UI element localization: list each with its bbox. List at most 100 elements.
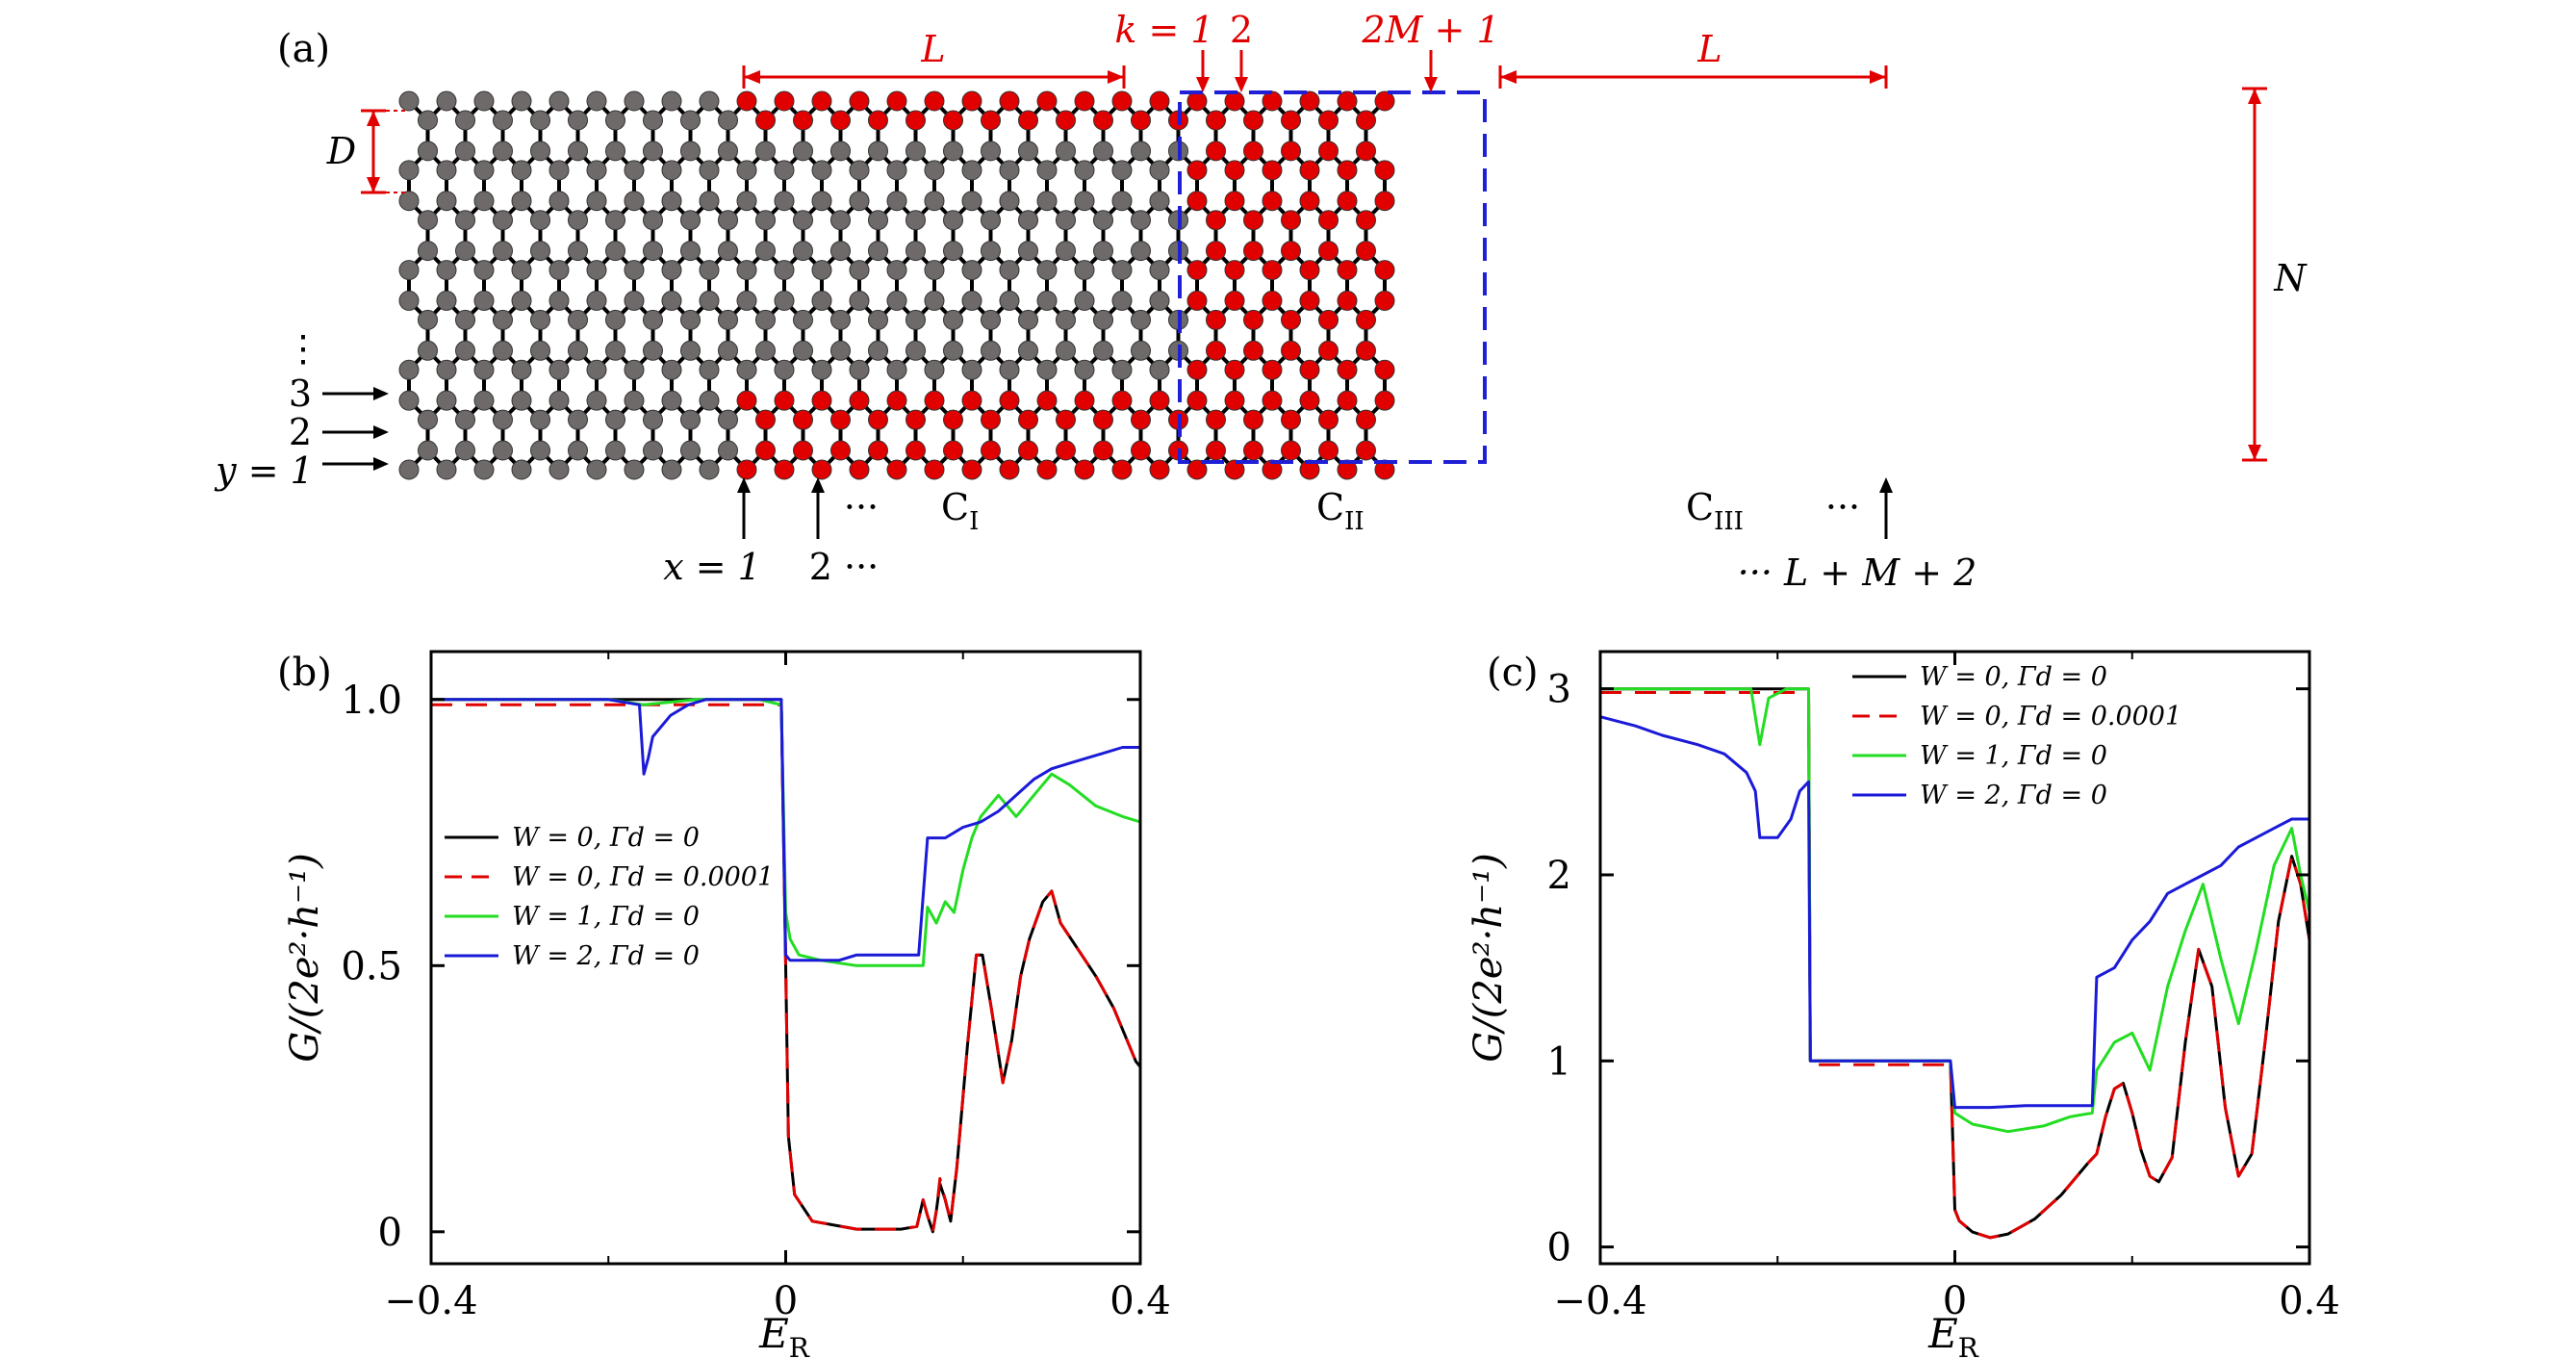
lattice-atom: [943, 309, 963, 330]
lattice-atom: [643, 440, 663, 461]
lattice-atom: [680, 210, 701, 231]
series-line-2: [1600, 687, 2311, 1134]
lattice-atom: [548, 359, 570, 380]
panel-b-ticks: −0.4 0 0.4 0 0.5 1.0: [341, 652, 1171, 1323]
lattice-atom: [493, 110, 513, 131]
lattice-atom: [1036, 90, 1058, 112]
lattice-atom: [624, 390, 645, 411]
lattice-atom: [1356, 141, 1376, 162]
lattice-atom: [455, 409, 475, 430]
legend-label-0: W = 0, Γd = 0: [512, 823, 700, 853]
lattice-atom: [699, 459, 720, 480]
lattice-atom: [436, 459, 457, 480]
lattice-atom: [1036, 160, 1058, 181]
lattice-atom: [1131, 309, 1151, 330]
lattice-atom: [1337, 160, 1358, 181]
lattice-atom: [1299, 90, 1320, 112]
lattice-atom: [1149, 260, 1170, 281]
label-x-dots: ···: [844, 486, 879, 528]
lattice-atom: [661, 260, 682, 281]
lattice-atom: [1056, 210, 1076, 231]
lattice-atom: [1131, 241, 1151, 262]
lattice-atom: [568, 409, 588, 430]
lattice-atom: [961, 290, 982, 311]
lattice-atom: [849, 90, 870, 112]
lattice-atom: [736, 160, 757, 181]
central-region-box: [1178, 90, 1487, 464]
lattice-atom: [849, 459, 870, 480]
region-label-CII: CII: [1316, 486, 1365, 536]
lattice-atom: [1093, 409, 1113, 430]
lattice-atom: [436, 160, 457, 181]
lattice-atom: [943, 210, 963, 231]
lattice-atom: [793, 141, 813, 162]
lattice-atom: [1243, 141, 1263, 162]
y-tick-label: 0.5: [341, 944, 402, 988]
lattice-atom: [624, 90, 645, 112]
lattice-atom: [1131, 210, 1151, 231]
lattice-atom: [568, 309, 588, 330]
lattice-atom: [586, 290, 607, 311]
lattice-atom: [1186, 160, 1208, 181]
lattice-atom: [793, 309, 813, 330]
lattice-atom: [473, 359, 495, 380]
label-x2: 2 ···: [809, 546, 880, 588]
lattice-atom: [605, 340, 625, 361]
panel-c-ticks: −0.4 0 0.4 0 1 2 3: [1547, 652, 2340, 1323]
lattice-atom: [981, 110, 1001, 131]
lattice-atom: [1356, 409, 1376, 430]
label-y2: 2: [289, 411, 312, 453]
lattice-atom: [1206, 110, 1226, 131]
lattice-atom: [774, 260, 795, 281]
lattice-atom: [905, 141, 926, 162]
lattice-atom: [793, 340, 813, 361]
lattice-atom: [811, 290, 832, 311]
lattice-atom: [811, 359, 832, 380]
length-arrow-right: [1498, 65, 1888, 89]
lattice-atom: [511, 390, 532, 411]
arrow-k1: [1196, 50, 1210, 92]
lattice-atom: [1018, 241, 1038, 262]
lattice-atom: [1206, 241, 1226, 262]
lattice-atom: [1111, 260, 1133, 281]
lattice-atom: [1093, 309, 1113, 330]
lattice-atom: [1356, 241, 1376, 262]
lattice-atom: [1337, 359, 1358, 380]
lattice-atom: [493, 141, 513, 162]
lattice-atom: [755, 340, 776, 361]
lattice-atom: [811, 260, 832, 281]
y-tick-label: 1.0: [341, 679, 402, 723]
lattice-atom: [1149, 290, 1170, 311]
lattice-atom: [1186, 390, 1208, 411]
lattice-atom: [1074, 90, 1095, 112]
lattice-atom: [455, 210, 475, 231]
y-tick-label: 2: [1547, 854, 1571, 898]
label-k2: 2: [1230, 9, 1253, 51]
lattice-atom: [661, 160, 682, 181]
lattice-atom: [1374, 290, 1395, 311]
lattice-atom: [961, 160, 982, 181]
lattice-atom: [1111, 359, 1133, 380]
lattice-atom: [605, 241, 625, 262]
lattice-atom: [1299, 191, 1320, 212]
lattice-atom: [905, 409, 926, 430]
lattice-atom: [643, 241, 663, 262]
series-line-2: [431, 698, 1141, 967]
label-D: D: [326, 130, 356, 172]
label-y1: y = 1: [214, 449, 314, 492]
lattice-atom: [830, 309, 851, 330]
lattice-atom: [530, 241, 550, 262]
lattice-atom: [1131, 110, 1151, 131]
lattice-atom: [868, 440, 888, 461]
lattice-atom: [793, 440, 813, 461]
lattice-atom: [830, 110, 851, 131]
panel-b-chart: (b) −0.4 0 0.4 0 0.5 1.0 ER G/(2e²·h⁻¹) W = 0…: [277, 650, 1171, 1359]
lattice-atom: [1224, 359, 1245, 380]
lattice-atom: [605, 409, 625, 430]
legend-label-2: W = 1, Γd = 0: [512, 902, 700, 932]
lattice-atom: [774, 90, 795, 112]
lattice-atom: [530, 210, 550, 231]
panel-b-ylabel: G/(2e²·h⁻¹): [283, 853, 327, 1062]
lattice-atom: [398, 390, 420, 411]
lattice-atom: [661, 191, 682, 212]
